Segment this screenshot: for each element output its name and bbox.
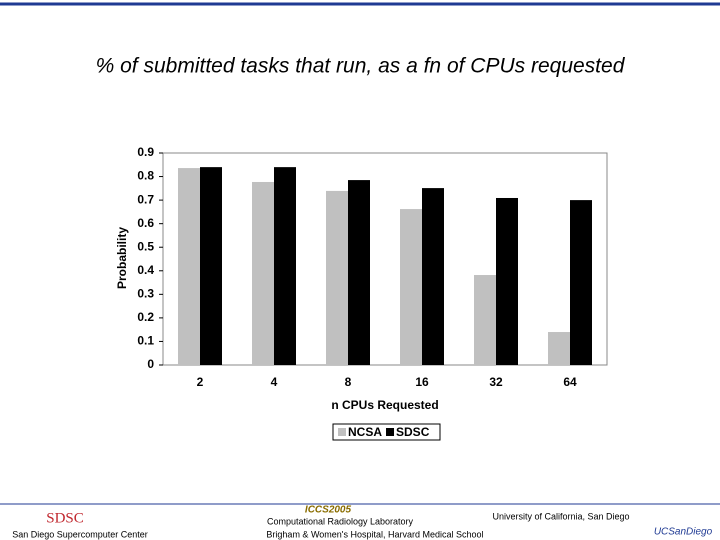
x-tick-label: 2 bbox=[197, 375, 204, 389]
y-tick-label: 0.5 bbox=[137, 239, 154, 253]
y-axis-title: Probability bbox=[115, 227, 129, 289]
bar bbox=[548, 332, 570, 365]
bar bbox=[200, 167, 222, 365]
y-tick-label: 0.9 bbox=[137, 145, 154, 159]
bar bbox=[178, 168, 200, 365]
legend-swatch bbox=[386, 428, 395, 436]
y-tick-label: 0 bbox=[147, 357, 154, 371]
bar bbox=[422, 188, 444, 365]
x-tick-label: 4 bbox=[271, 375, 278, 389]
chart-title: % of submitted tasks that run, as a fn o… bbox=[96, 55, 626, 78]
bar bbox=[274, 167, 296, 365]
y-tick-label: 0.2 bbox=[137, 310, 154, 324]
bar bbox=[252, 181, 274, 365]
legend-label: NCSA bbox=[348, 425, 382, 439]
conference: ICCS2005 bbox=[305, 505, 352, 516]
bar bbox=[570, 200, 592, 365]
lab: Computational Radiology Laboratory bbox=[267, 516, 414, 526]
sdsc-logo: SDSC bbox=[46, 510, 84, 526]
legend-swatch bbox=[338, 428, 346, 436]
y-tick-label: 0.8 bbox=[137, 169, 154, 183]
hospital: Brigham & Women's Hospital, Harvard Medi… bbox=[266, 529, 483, 539]
x-axis-title: n CPUs Requested bbox=[331, 398, 438, 412]
ucsd-logo: UCSanDiego bbox=[654, 527, 713, 538]
bar bbox=[348, 180, 370, 365]
x-tick-label: 64 bbox=[563, 375, 577, 389]
university: University of California, San Diego bbox=[492, 511, 629, 521]
sdsc-caption: San Diego Supercomputer Center bbox=[12, 529, 148, 539]
y-tick-label: 0.6 bbox=[137, 216, 154, 230]
x-tick-label: 8 bbox=[345, 375, 352, 389]
bar bbox=[400, 209, 422, 365]
y-tick-label: 0.3 bbox=[137, 287, 154, 301]
y-tick-label: 0.1 bbox=[137, 334, 154, 348]
y-tick-label: 0.7 bbox=[137, 192, 154, 206]
x-tick-label: 32 bbox=[489, 375, 503, 389]
y-tick-label: 0.4 bbox=[137, 263, 154, 277]
x-tick-label: 16 bbox=[415, 375, 429, 389]
plot-area bbox=[162, 152, 608, 366]
bar bbox=[326, 190, 348, 365]
bar bbox=[474, 275, 496, 365]
bar bbox=[496, 197, 518, 365]
legend-label: SDSC bbox=[396, 425, 430, 439]
